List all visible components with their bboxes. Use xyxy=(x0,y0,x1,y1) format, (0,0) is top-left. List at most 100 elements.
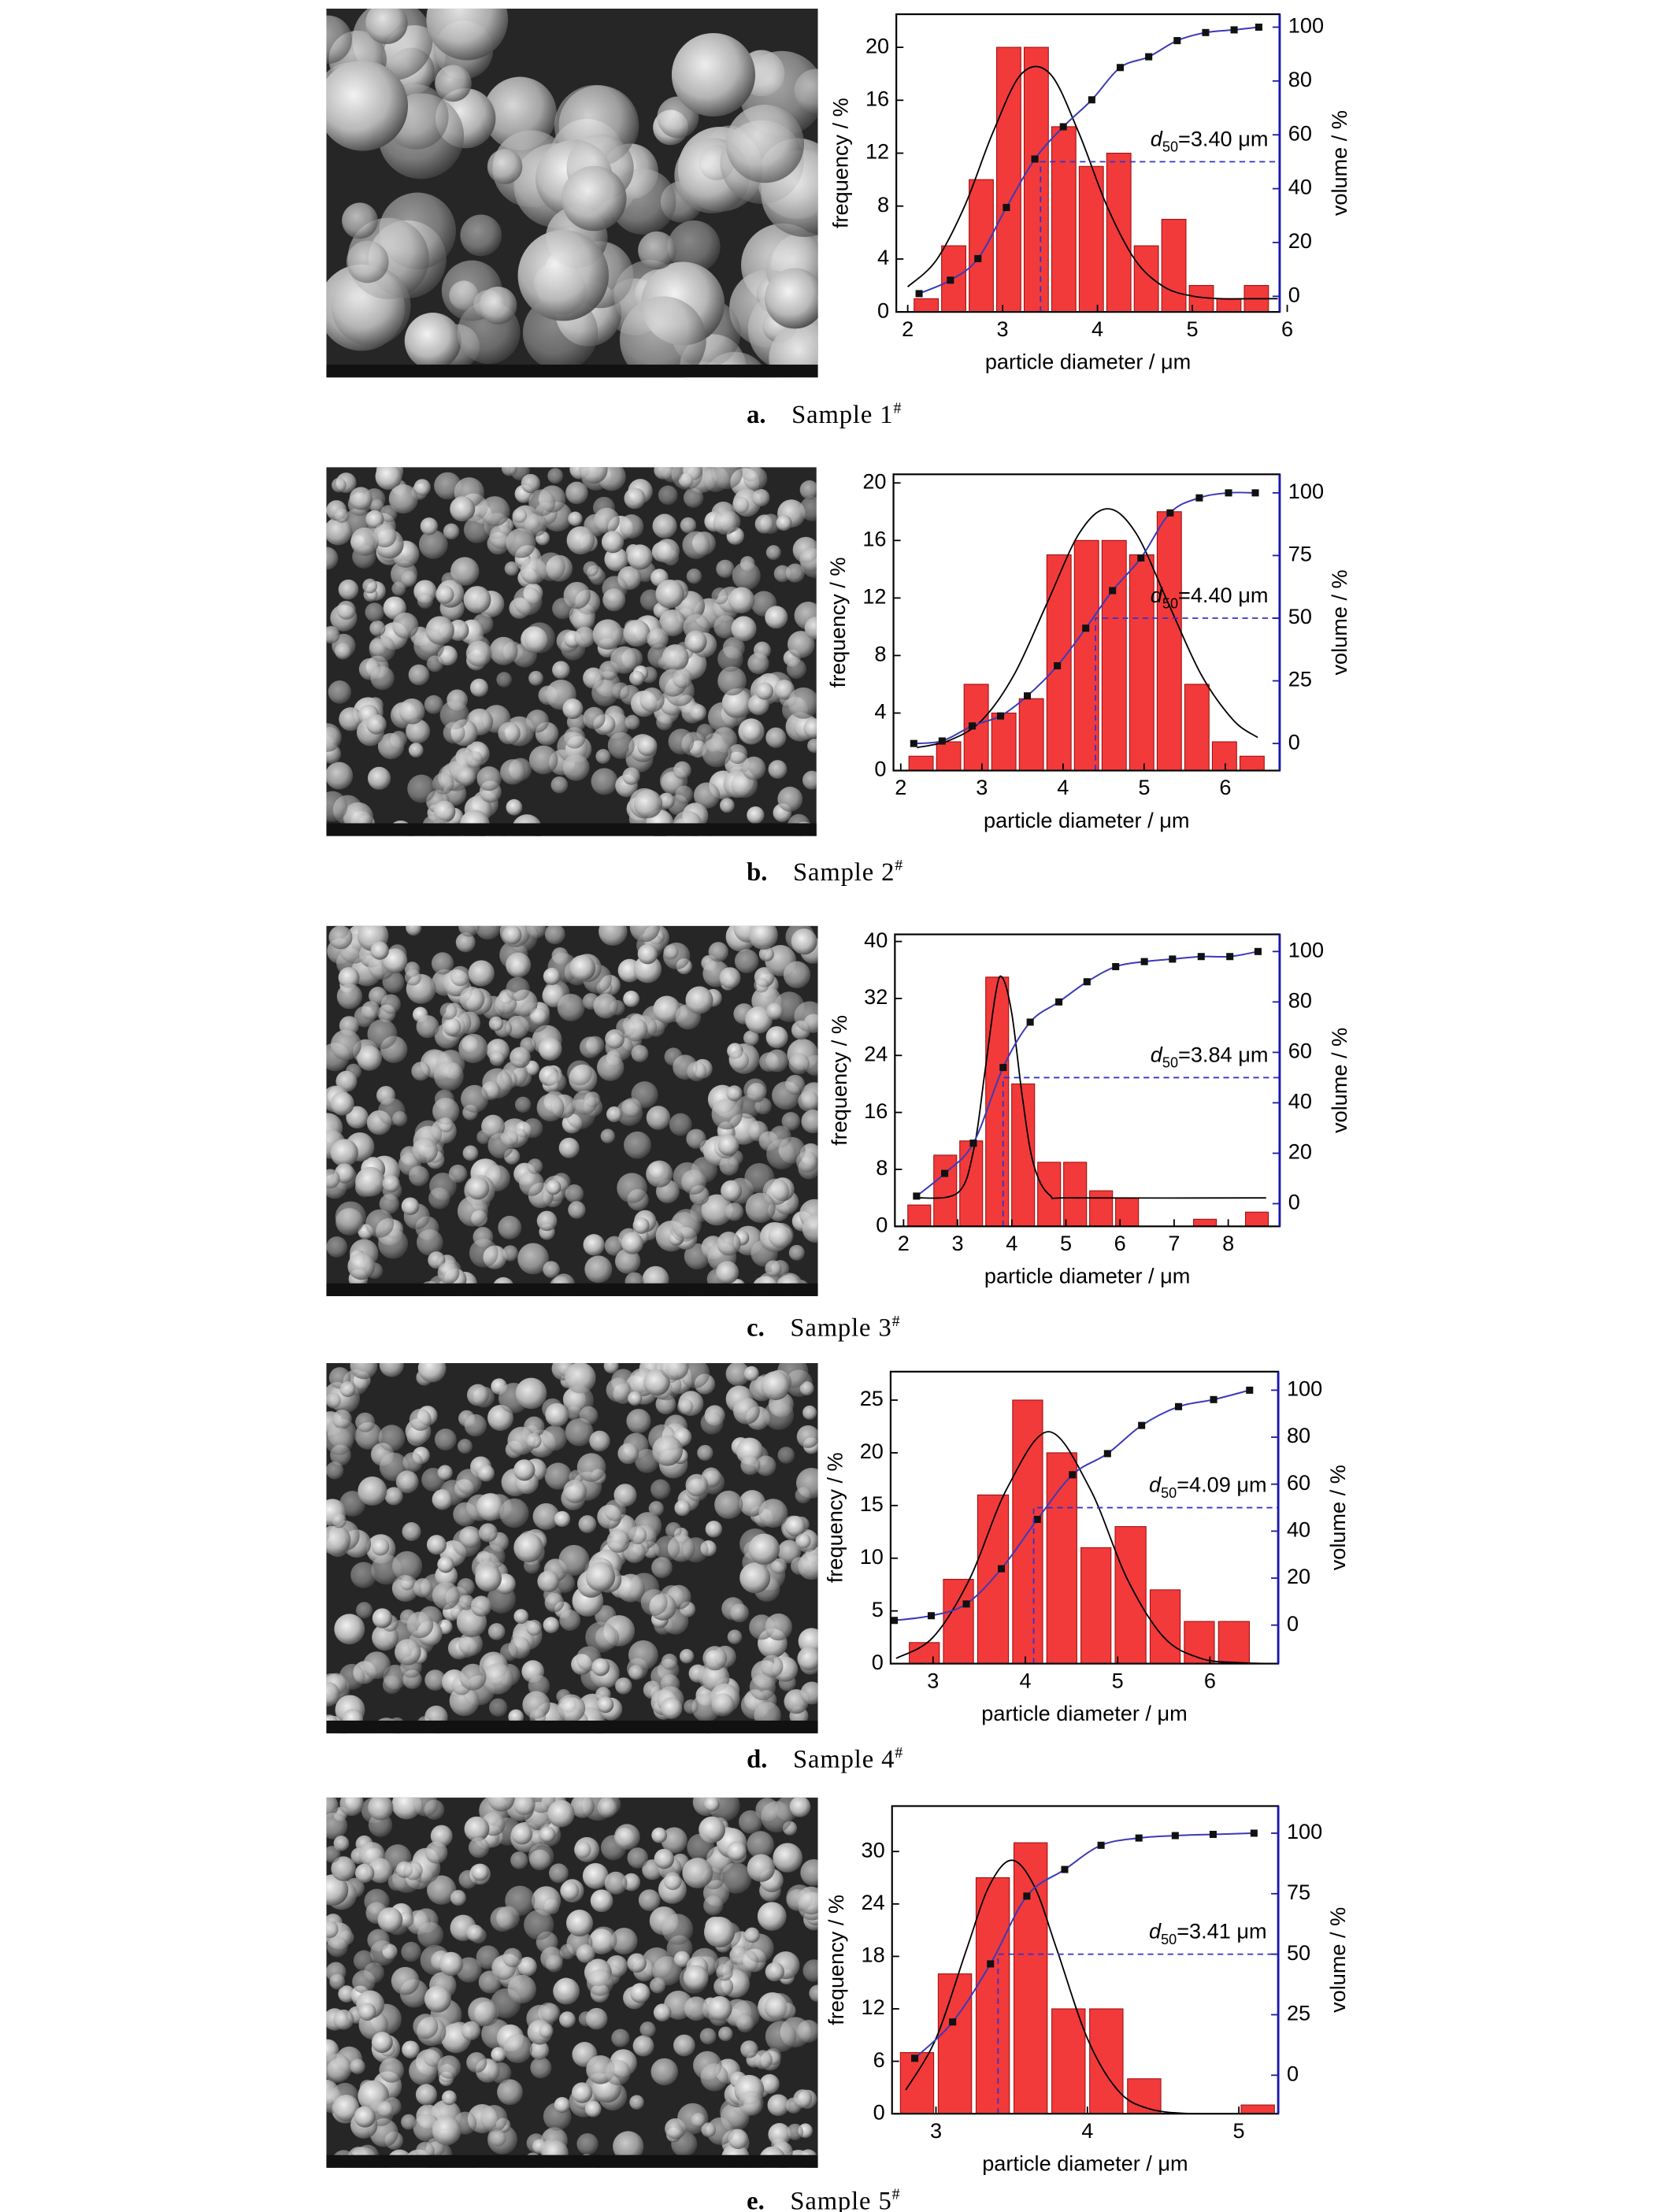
particle xyxy=(804,617,817,640)
cumulative-point xyxy=(1251,489,1259,497)
particle xyxy=(502,1130,519,1147)
particle xyxy=(651,1557,673,1578)
cumulative-point xyxy=(1202,28,1210,36)
particle xyxy=(462,1145,479,1162)
particle xyxy=(786,658,807,680)
y-tick-label: 32 xyxy=(864,984,888,1009)
particle xyxy=(583,1234,605,1256)
x-axis-label: particle diameter / μm xyxy=(981,1701,1187,1725)
x-tick-label: 4 xyxy=(1019,1668,1031,1692)
particle xyxy=(369,620,386,636)
particle xyxy=(800,1681,818,1705)
particle xyxy=(787,2123,804,2140)
particle xyxy=(384,1487,403,1506)
particle xyxy=(719,798,735,813)
particle xyxy=(717,1232,741,1256)
particle xyxy=(358,1476,387,1506)
cumulative-point xyxy=(962,1600,970,1608)
particle xyxy=(682,531,710,560)
particle xyxy=(700,1411,724,1435)
particle xyxy=(589,1430,610,1452)
particle xyxy=(617,1443,639,1465)
particle xyxy=(326,517,353,546)
particle xyxy=(714,1490,743,1519)
particle xyxy=(713,1977,734,1997)
particle xyxy=(741,721,762,742)
cumulative-point xyxy=(987,1960,995,1968)
particle xyxy=(529,1007,548,1026)
particle xyxy=(401,1941,421,1962)
particle xyxy=(409,1165,429,1187)
y2-tick-label: 20 xyxy=(1288,228,1312,253)
particle xyxy=(544,1462,573,1490)
particle xyxy=(376,2101,394,2118)
particle xyxy=(513,1609,529,1625)
cumulative-point xyxy=(999,1064,1007,1072)
particle xyxy=(458,1632,484,1657)
particle xyxy=(437,1262,460,1284)
particle xyxy=(748,1533,780,1565)
particle xyxy=(593,993,619,1019)
particle xyxy=(765,1002,784,1021)
particle xyxy=(349,487,372,510)
particle xyxy=(461,1084,489,1113)
particle xyxy=(615,1248,641,1274)
particle xyxy=(788,1244,805,1261)
particle xyxy=(799,496,817,521)
particle xyxy=(748,925,778,950)
particle xyxy=(797,1647,818,1671)
particle xyxy=(802,1405,817,1420)
x-tick-label: 5 xyxy=(1060,1231,1072,1255)
x-tick-label: 6 xyxy=(1204,1668,1216,1692)
bar xyxy=(1046,1452,1077,1665)
particle xyxy=(416,1015,439,1039)
particle xyxy=(458,1594,475,1610)
particle xyxy=(490,1906,516,1932)
particle xyxy=(758,946,774,962)
particle xyxy=(622,1873,641,1892)
y2-tick-label: 0 xyxy=(1287,1611,1299,1636)
particle xyxy=(663,1872,682,1891)
x-tick-label: 5 xyxy=(1233,2118,1245,2143)
particle xyxy=(565,1362,596,1394)
particle xyxy=(654,539,680,564)
particle xyxy=(570,1797,595,1818)
particle xyxy=(602,588,626,612)
particle xyxy=(559,1943,576,1960)
y-tick-label: 0 xyxy=(877,298,889,322)
particle xyxy=(650,2058,679,2086)
x-tick-label: 3 xyxy=(997,317,1009,341)
particle xyxy=(597,1696,614,1714)
particle xyxy=(643,1369,670,1396)
caption-sup: # xyxy=(892,2186,900,2203)
particle xyxy=(524,622,555,654)
particle xyxy=(517,1243,549,1275)
cumulative-point xyxy=(1226,953,1234,961)
particle xyxy=(339,1491,366,1517)
particle xyxy=(732,561,761,591)
y2-tick-label: 20 xyxy=(1288,1139,1312,1164)
cumulative-point xyxy=(1003,203,1010,212)
particle xyxy=(648,1501,665,1517)
particle xyxy=(565,1417,594,1447)
particle xyxy=(673,669,693,689)
particle xyxy=(708,942,728,962)
y2-tick-label: 100 xyxy=(1288,13,1324,38)
particle xyxy=(455,932,476,953)
particle xyxy=(628,1640,658,1670)
cumulative-point xyxy=(891,1617,899,1625)
particle xyxy=(332,1513,347,1528)
bar xyxy=(943,1578,974,1665)
particle xyxy=(332,1410,352,1429)
y-axis-label: frequency / % xyxy=(822,1452,847,1583)
particle xyxy=(562,754,590,781)
cumulative-point xyxy=(1209,1830,1217,1838)
particle xyxy=(365,602,384,622)
particle xyxy=(367,1019,398,1050)
particle xyxy=(346,1106,369,1129)
particle xyxy=(662,467,683,483)
particle xyxy=(382,948,408,973)
particle xyxy=(774,680,795,700)
y-tick-label: 12 xyxy=(862,584,886,609)
particle xyxy=(626,1409,651,1434)
